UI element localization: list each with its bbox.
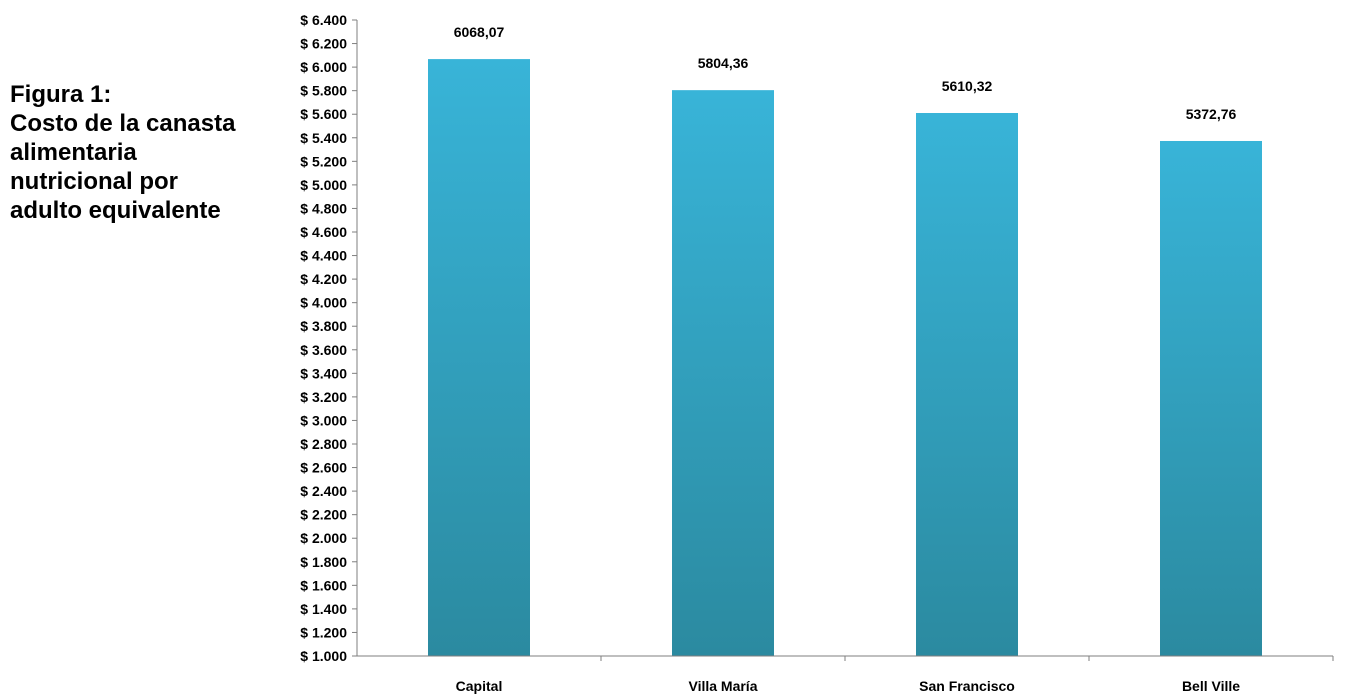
data-label: 6068,07 [454,24,505,40]
y-tick-label: $ 1.600 [300,577,347,593]
y-tick-label: $ 3.000 [300,412,347,428]
y-tick-label: $ 4.800 [300,200,347,216]
y-tick-label: $ 4.600 [300,224,347,240]
figure-title: Figura 1: Costo de la canasta alimentari… [10,80,280,225]
bar [1160,140,1262,657]
y-tick-label: $ 6.200 [300,36,347,52]
bar [916,113,1018,656]
x-tick-label: Capital [456,678,503,694]
x-tick-label: Villa María [688,678,757,694]
axes-layer [352,19,1334,661]
title-line: Costo de la canasta [10,110,236,137]
x-tick-label: Bell Ville [1182,678,1240,694]
bar [672,90,774,657]
y-tick-label: $ 2.800 [300,436,347,452]
y-tick-label: $ 5.800 [300,83,347,99]
y-tick-label: $ 5.200 [300,153,347,169]
y-tick-label: $ 5.400 [300,130,347,146]
y-tick-label: $ 1.400 [300,601,347,617]
y-tick-label: $ 3.600 [300,342,347,358]
y-tick-label: $ 6.400 [300,12,347,28]
y-tick-label: $ 2.600 [300,460,347,476]
y-tick-label: $ 3.400 [300,365,347,381]
title-line: alimentaria [10,139,137,166]
data-label: 5610,32 [942,78,993,94]
y-tick-label: $ 5.600 [300,106,347,122]
y-tick-label: $ 4.000 [300,295,347,311]
labels-layer: 6068,07 Capital 5804,36 Villa María 5610,32 S… [300,12,1240,694]
y-tick-label: $ 6.000 [300,59,347,75]
y-tick-label: $ 4.400 [300,248,347,264]
y-tick-label: $ 5.000 [300,177,347,193]
data-label: 5804,36 [698,55,749,71]
y-tick-label: $ 1.200 [300,624,347,640]
y-tick-label: $ 2.000 [300,530,347,546]
y-tick-label: $ 1.000 [300,648,347,664]
title-line: nutricional por [10,168,178,195]
y-tick-label: $ 2.200 [300,507,347,523]
y-tick-label: $ 3.200 [300,389,347,405]
y-tick-label: $ 3.800 [300,318,347,334]
y-tick-label: $ 4.200 [300,271,347,287]
title-line: adulto equivalente [10,197,221,224]
y-tick-label: $ 2.400 [300,483,347,499]
data-label: 5372,76 [1186,106,1237,122]
title-line: Figura 1: [10,81,112,108]
y-tick-label: $ 1.800 [300,554,347,570]
bar [428,59,530,656]
x-tick-label: San Francisco [919,678,1015,694]
bars-layer [428,59,1262,657]
